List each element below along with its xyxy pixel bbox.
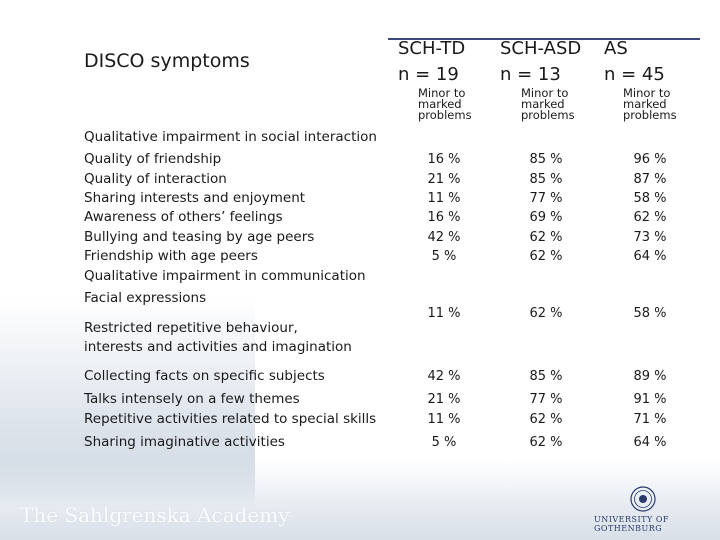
value-cell: 89 %: [633, 369, 667, 384]
row-label: Sharing interests and enjoyment: [84, 190, 306, 206]
column-group-label: AS: [604, 38, 628, 59]
value-cell: 11 %: [427, 306, 461, 321]
value-cell: 85 %: [529, 172, 563, 187]
section-heading: Restricted repetitive behaviour,: [84, 320, 298, 336]
academy-wordmark: The Sahlgrenska Academy: [20, 503, 290, 527]
subheader-line: Minor to: [418, 86, 466, 100]
value-cell: 62 %: [529, 435, 563, 450]
row-label: Sharing imaginative activities: [84, 434, 285, 450]
value-cell: 87 %: [633, 172, 667, 187]
value-cell: 11 %: [427, 191, 461, 206]
value-cell: 62 %: [529, 306, 563, 321]
row-label: Talks intensely on a few themes: [84, 391, 300, 407]
section-heading: interests and activities and imagination: [84, 339, 352, 355]
value-cell: 62 %: [529, 412, 563, 427]
row-label: Friendship with age peers: [84, 248, 258, 264]
university-seal-icon: [630, 486, 656, 512]
value-cell: 77 %: [529, 392, 563, 407]
column-header-sch-td: SCH-TD n = 19: [398, 36, 465, 88]
value-cell: 5 %: [431, 435, 457, 450]
column-subheader: Minor to marked problems: [521, 86, 575, 122]
subheader-line: marked: [418, 97, 462, 111]
page-title: DISCO symptoms: [84, 50, 250, 72]
value-cell: 64 %: [633, 435, 667, 450]
value-cell: 62 %: [529, 230, 563, 245]
subheader-line: Minor to: [521, 86, 569, 100]
value-cell: 85 %: [529, 152, 563, 167]
value-cell: 21 %: [427, 172, 461, 187]
background-gradient: [0, 0, 255, 540]
value-cell: 62 %: [633, 210, 667, 225]
value-cell: 11 %: [427, 412, 461, 427]
value-cell: 58 %: [633, 306, 667, 321]
row-label: Repetitive activities related to special…: [84, 411, 377, 427]
row-label: Facial expressions: [84, 290, 207, 306]
value-cell: 91 %: [633, 392, 667, 407]
column-group-label: SCH-ASD: [500, 38, 582, 59]
header-rule: [388, 38, 700, 40]
value-cell: 5 %: [431, 249, 457, 264]
value-cell: 96 %: [633, 152, 667, 167]
subheader-line: problems: [623, 108, 677, 122]
column-subheader: Minor to marked problems: [418, 86, 472, 122]
value-cell: 16 %: [427, 152, 461, 167]
section-heading: Qualitative impairment in social interac…: [84, 129, 377, 145]
value-cell: 21 %: [427, 392, 461, 407]
value-cell: 62 %: [529, 249, 563, 264]
value-cell: 16 %: [427, 210, 461, 225]
column-group-label: SCH-TD: [398, 38, 466, 59]
value-cell: 64 %: [633, 249, 667, 264]
row-label: Quality of friendship: [84, 151, 222, 167]
column-n-label: n = 13: [500, 64, 561, 85]
section-heading: Qualitative impairment in communication: [84, 268, 366, 284]
row-label: Collecting facts on specific subjects: [84, 368, 325, 384]
value-cell: 58 %: [633, 191, 667, 206]
subheader-line: problems: [521, 108, 575, 122]
subheader-line: marked: [521, 97, 565, 111]
subheader-line: Minor to: [623, 86, 671, 100]
value-cell: 85 %: [529, 369, 563, 384]
column-header-sch-asd: SCH-ASD n = 13: [500, 36, 581, 88]
value-cell: 71 %: [633, 412, 667, 427]
value-cell: 73 %: [633, 230, 667, 245]
column-subheader: Minor to marked problems: [623, 86, 677, 122]
row-label: Awareness of others’ feelings: [84, 209, 283, 225]
value-cell: 42 %: [427, 230, 461, 245]
row-label: Quality of interaction: [84, 171, 227, 187]
university-wordmark: UNIVERSITY OF GOTHENBURG: [594, 515, 669, 533]
column-n-label: n = 19: [398, 64, 459, 85]
value-cell: 69 %: [529, 210, 563, 225]
value-cell: 42 %: [427, 369, 461, 384]
footer-band: [0, 460, 720, 540]
subheader-line: marked: [623, 97, 667, 111]
subheader-line: problems: [418, 108, 472, 122]
value-cell: 77 %: [529, 191, 563, 206]
row-label: Bullying and teasing by age peers: [84, 229, 315, 245]
column-n-label: n = 45: [604, 64, 665, 85]
column-header-as: AS n = 45: [604, 36, 665, 88]
